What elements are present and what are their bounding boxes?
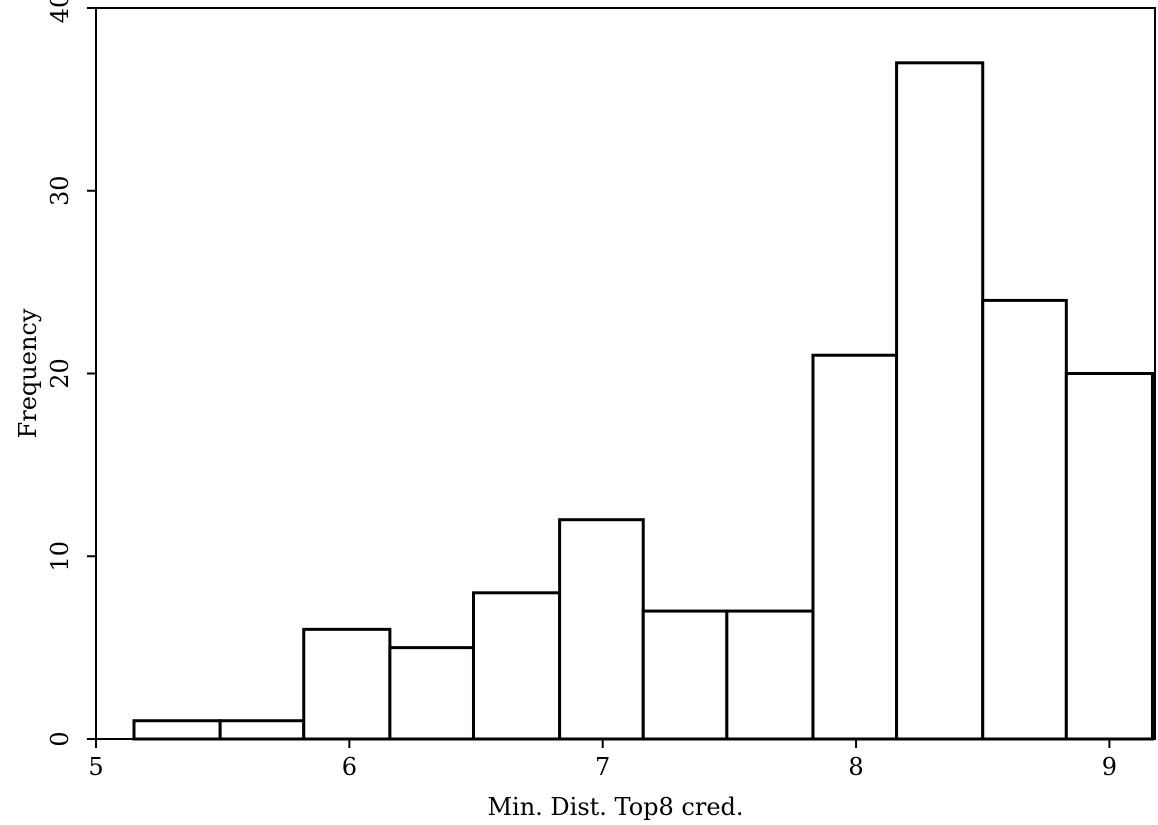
- y-tick-label: 0: [46, 731, 74, 746]
- y-tick-label: 20: [46, 358, 74, 389]
- histogram-bar-10: [981, 298, 1068, 741]
- histogram-bar-7: [725, 609, 815, 741]
- x-tick-label: 8: [848, 753, 863, 781]
- x-tick-label: 5: [88, 753, 103, 781]
- y-tick-label: 10: [46, 541, 74, 572]
- x-tick-label: 7: [595, 753, 610, 781]
- histogram-bar-11: [1064, 372, 1154, 741]
- bars: [132, 61, 1154, 741]
- histogram-bar-4: [471, 591, 562, 741]
- y-axis-title: Frequency: [14, 308, 42, 438]
- histogram-bar-1: [218, 719, 306, 741]
- x-axis-title: Min. Dist. Top8 cred.: [487, 793, 743, 821]
- y-tick-label: 40: [46, 0, 74, 23]
- x-tick-label: 6: [342, 753, 357, 781]
- histogram-bar-8: [811, 353, 899, 741]
- histogram-bar-9: [895, 61, 985, 741]
- histogram-bar-2: [302, 627, 392, 741]
- histogram-bar-5: [558, 518, 645, 741]
- histogram-bar-0: [132, 719, 222, 741]
- x-axis-ticks: 5 6 7 8 9: [88, 739, 1117, 781]
- y-tick-label: 30: [46, 175, 74, 206]
- y-axis-ticks: 0 10 20 30 40: [46, 0, 96, 747]
- histogram-bar-6: [641, 609, 729, 741]
- histogram-bar-3: [388, 646, 475, 741]
- x-tick-label: 9: [1102, 753, 1117, 781]
